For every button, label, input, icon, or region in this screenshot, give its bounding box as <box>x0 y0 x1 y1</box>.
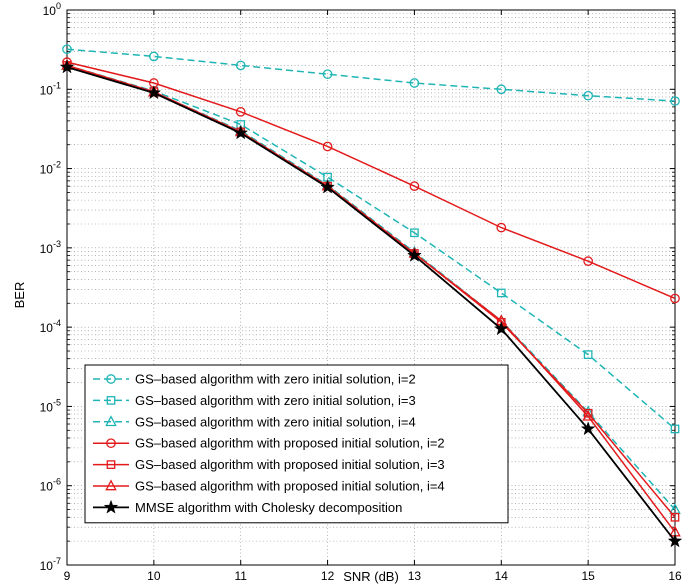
data-point <box>235 106 246 117</box>
data-point <box>320 179 335 194</box>
data-point <box>235 60 246 71</box>
y-tick-label: 10-2 <box>40 160 61 177</box>
data-point <box>670 293 680 304</box>
series-line <box>66 64 676 430</box>
series-line <box>66 48 676 102</box>
legend-marker <box>103 499 119 514</box>
y-tick-label: 100 <box>43 1 61 18</box>
series-line <box>66 61 676 300</box>
data-point <box>670 424 680 434</box>
data-point <box>496 288 506 298</box>
data-point <box>670 512 680 522</box>
legend-item: MMSE algorithm with Cholesky decompositi… <box>93 499 402 515</box>
x-tick-label: 14 <box>495 569 509 583</box>
data-point <box>583 350 593 359</box>
plot-frame <box>66 9 676 566</box>
legend-marker <box>106 460 116 469</box>
y-tick-label: 10-6 <box>40 477 61 494</box>
y-tick-label: 10-3 <box>40 239 61 256</box>
data-point <box>583 256 593 266</box>
legend-marker <box>105 479 117 491</box>
legend-marker <box>106 374 116 384</box>
legend-marker <box>106 438 116 449</box>
legend-label: MMSE algorithm with Cholesky decompositi… <box>135 500 402 515</box>
legend-label: GS–based algorithm with zero initial sol… <box>135 393 416 408</box>
data-point <box>322 141 333 152</box>
data-point <box>146 85 162 100</box>
data-point <box>667 533 683 548</box>
legend-label: GS–based algorithm with proposed initial… <box>135 457 445 472</box>
data-point <box>410 228 419 238</box>
x-axis-title: SNR (dB) <box>343 569 399 584</box>
y-tick-label: 10-1 <box>40 80 61 97</box>
data-point <box>409 78 420 88</box>
x-tick-label: 13 <box>408 569 422 583</box>
data-point <box>580 421 596 436</box>
series-line <box>66 64 676 511</box>
x-tick-label: 9 <box>64 569 71 583</box>
series-layer <box>59 44 683 548</box>
legend-box <box>84 364 509 524</box>
legend-marker <box>106 396 116 405</box>
data-point <box>322 69 333 80</box>
y-tick-label: 10-7 <box>40 556 61 573</box>
legend-item: GS–based algorithm with proposed initial… <box>93 479 445 494</box>
data-point <box>496 222 507 233</box>
legend-item: GS–based algorithm with proposed initial… <box>93 457 445 472</box>
legend-marker <box>105 415 117 427</box>
data-point <box>149 51 159 62</box>
series-line <box>66 66 676 542</box>
legend-item: GS–based algorithm with zero initial sol… <box>93 372 416 387</box>
data-point <box>496 84 507 95</box>
data-point <box>493 321 509 336</box>
legend-label: GS–based algorithm with zero initial sol… <box>135 414 416 429</box>
y-tick-label: 10-4 <box>40 318 61 335</box>
data-point <box>670 96 680 106</box>
x-tick-label: 15 <box>581 569 595 583</box>
series-1 <box>62 44 680 106</box>
data-point <box>583 90 593 101</box>
x-tick-label: 16 <box>668 569 682 583</box>
legend-label: GS–based algorithm with zero initial sol… <box>135 372 416 387</box>
data-point <box>59 59 75 74</box>
data-point <box>409 181 420 192</box>
x-tick-label: 10 <box>147 569 161 583</box>
legend-item: GS–based algorithm with zero initial sol… <box>93 393 416 408</box>
series-7 <box>59 59 683 548</box>
legend-label: GS–based algorithm with proposed initial… <box>135 479 445 494</box>
legend-item: GS–based algorithm with zero initial sol… <box>93 414 416 429</box>
x-tick-label: 11 <box>234 569 247 583</box>
data-point <box>233 125 249 140</box>
data-point <box>62 44 72 55</box>
y-axis-title: BER <box>12 282 27 309</box>
y-tick-label: 10-5 <box>40 397 61 414</box>
x-tick-label: 12 <box>321 569 335 583</box>
axes: 9 10 11 12 13 14 15 16 10-7 10-6 10-5 10-4 10-3 10-2 1… <box>40 1 682 583</box>
data-point <box>582 409 594 421</box>
legend: GS–based algorithm with zero initial sol… <box>84 364 509 524</box>
data-point <box>407 247 422 262</box>
legend-label: GS–based algorithm with proposed initial… <box>135 436 445 451</box>
legend-item: GS–based algorithm with proposed initial… <box>93 436 445 451</box>
